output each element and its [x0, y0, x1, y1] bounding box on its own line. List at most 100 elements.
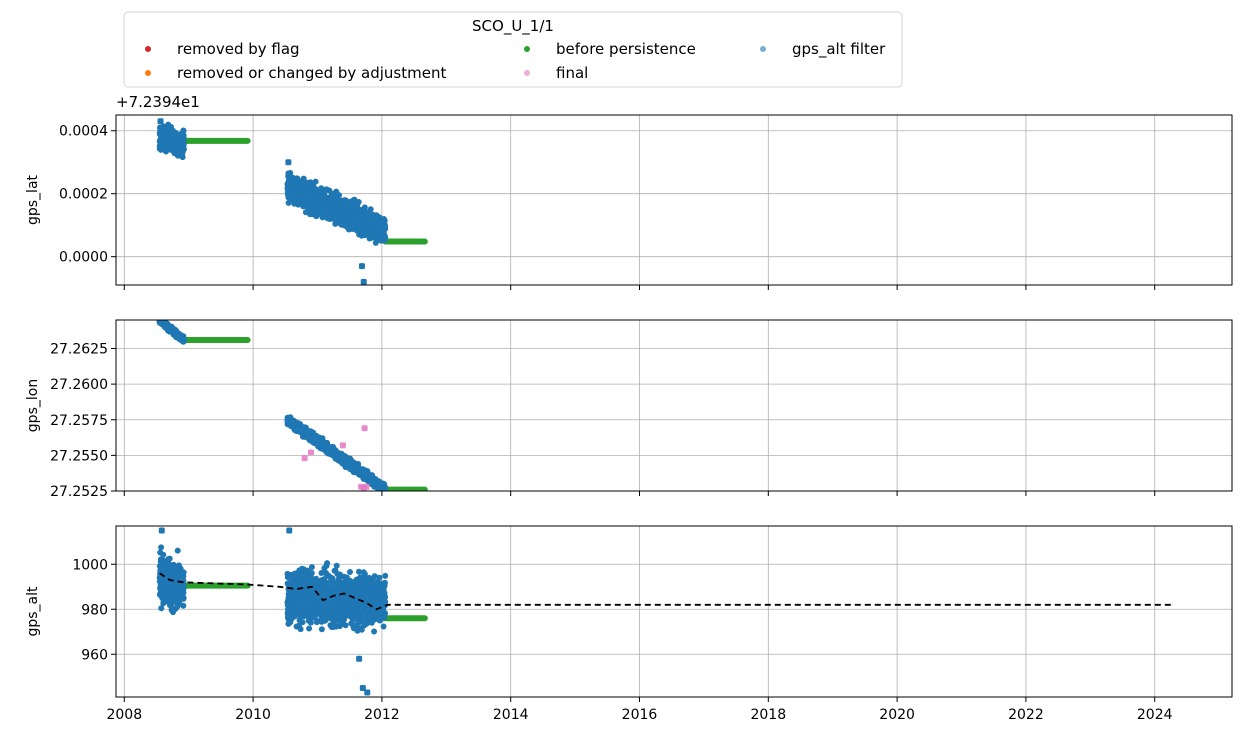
gps-alt-filter-point — [165, 121, 172, 128]
gps-alt-filter-point — [166, 555, 173, 562]
gps-alt-filter-point — [157, 124, 163, 131]
legend-label-removed-by-flag: removed by flag — [177, 40, 300, 58]
gps-alt-filter-point — [313, 619, 320, 626]
gps-alt-filter-point — [156, 145, 163, 152]
gps-alt-filter-point — [301, 181, 308, 188]
gps-alt-filter-point — [324, 560, 331, 567]
gps-alt-filter-point — [380, 623, 387, 630]
gps-alt-filter-point — [338, 454, 345, 461]
panel-gps-lon: 27.252527.255027.257527.260027.2625gps_l… — [25, 319, 1233, 500]
gps-alt-filter-point — [380, 216, 387, 223]
gps-alt-filter-point — [297, 626, 304, 633]
legend-frame — [123, 11, 903, 88]
y-tick-label: 27.2625 — [50, 342, 108, 358]
gps-alt-filter-point — [300, 203, 307, 210]
gps-alt-filter-point — [371, 573, 378, 580]
gps-alt-filter-point — [333, 188, 340, 195]
gps-alt-filter-point — [316, 199, 323, 205]
legend: SCO_U_1/1 removed by flag removed or cha… — [123, 11, 903, 88]
gps-alt-filter-point — [290, 196, 297, 203]
gps-alt-filter-point — [371, 221, 378, 228]
gps-alt-filter-point — [330, 452, 337, 459]
gps-alt-filter-point — [338, 221, 345, 228]
legend-marker-gps-alt-filter — [760, 46, 766, 52]
plot-area — [156, 118, 428, 285]
gps-alt-filter-point — [366, 574, 373, 581]
gps-alt-filter-point — [287, 179, 294, 186]
legend-label-gps-alt-filter: gps_alt filter — [792, 40, 886, 59]
gps-alt-filter-point — [293, 426, 300, 432]
gps-alt-filter-point — [359, 223, 366, 230]
gps-alt-filter-point — [319, 214, 326, 221]
gps-alt-filter-point — [357, 212, 364, 219]
gps-alt-filter-point — [321, 197, 328, 204]
gps-alt-filter-point — [309, 190, 315, 197]
gps-alt-filter-point — [161, 320, 168, 325]
gps-alt-filter-point — [158, 605, 165, 612]
gps-alt-filter-point — [359, 208, 366, 215]
y-tick-label: 0.0004 — [59, 124, 108, 140]
gps-alt-filter-point — [166, 597, 173, 604]
gps-alt-filter-point — [174, 152, 181, 159]
gps-alt-filter-point — [315, 189, 322, 196]
gps-alt-filter-point — [360, 278, 367, 285]
gps-alt-filter-point — [313, 436, 319, 443]
gps-alt-filter-point — [307, 200, 314, 207]
legend-marker-removed-by-flag — [145, 46, 151, 52]
gps-alt-filter-point — [284, 418, 291, 425]
gps-alt-filter-point — [323, 209, 330, 216]
gps-alt-filter-point — [180, 583, 187, 590]
legend-label-before-persistence: before persistence — [556, 40, 696, 58]
gps-alt-filter-point — [170, 591, 177, 598]
gps-alt-filter-point — [157, 136, 164, 143]
gps-alt-filter-point — [174, 547, 181, 554]
y-tick-label: 27.2550 — [50, 448, 108, 464]
lat-offset-label: +7.2394e1 — [116, 93, 200, 111]
gps-alt-filter-point — [345, 226, 352, 233]
gps-alt-filter-point — [381, 486, 388, 491]
gps-alt-filter-point — [369, 211, 376, 218]
gps-alt-filter-point — [369, 479, 376, 486]
gps-alt-filter-point — [180, 602, 187, 609]
y-axis-label: gps_lon — [25, 379, 41, 432]
final-point — [301, 455, 308, 462]
gps-alt-filter-point — [381, 225, 388, 232]
legend-marker-before-persistence — [524, 46, 530, 52]
gps-alt-filter-point — [291, 191, 298, 198]
gps-alt-filter-point — [285, 620, 292, 627]
gps-alt-filter-point — [169, 328, 176, 335]
gps-alt-filter-point — [160, 599, 167, 606]
legend-title: SCO_U_1/1 — [472, 17, 554, 36]
gps-alt-filter-point — [287, 184, 294, 191]
gps-alt-filter-point — [170, 580, 177, 587]
gps-alt-filter-point — [165, 567, 172, 574]
gps-alt-filter-point — [380, 232, 387, 239]
gps-alt-filter-point — [165, 582, 172, 589]
gps-alt-filter-point — [173, 568, 180, 575]
gps-alt-filter-point — [310, 182, 317, 188]
gps-alt-filter-point — [175, 334, 182, 341]
gps-alt-filter-point — [318, 626, 325, 633]
gps-alt-filter-point — [296, 193, 303, 199]
y-axis-label: gps_lat — [25, 174, 41, 225]
gps-alt-filter-point — [344, 204, 351, 211]
gps-alt-filter-point — [376, 574, 383, 581]
y-tick-label: 27.2525 — [50, 484, 108, 500]
gps-alt-filter-point — [314, 194, 320, 201]
gps-alt-filter-point — [364, 472, 371, 478]
gps-alt-filter-point — [382, 572, 389, 579]
y-tick-label: 0.0000 — [59, 250, 108, 266]
gps-alt-filter-point — [301, 196, 308, 203]
gps-alt-filter-point — [346, 219, 353, 226]
gps-alt-filter-point — [161, 572, 168, 579]
gps-alt-filter-point — [168, 142, 175, 149]
legend-marker-final — [524, 70, 530, 76]
legend-marker-removed-or-changed — [145, 70, 151, 76]
gps-alt-filter-point — [334, 194, 341, 201]
gps-alt-filter-point — [168, 137, 175, 144]
gps-alt-filter-point — [158, 544, 165, 551]
gps-alt-filter-point — [170, 130, 177, 137]
gps-alt-filter-point — [285, 159, 292, 166]
gps-alt-filter-point — [306, 206, 312, 213]
gps-alt-filter-point — [161, 590, 168, 597]
